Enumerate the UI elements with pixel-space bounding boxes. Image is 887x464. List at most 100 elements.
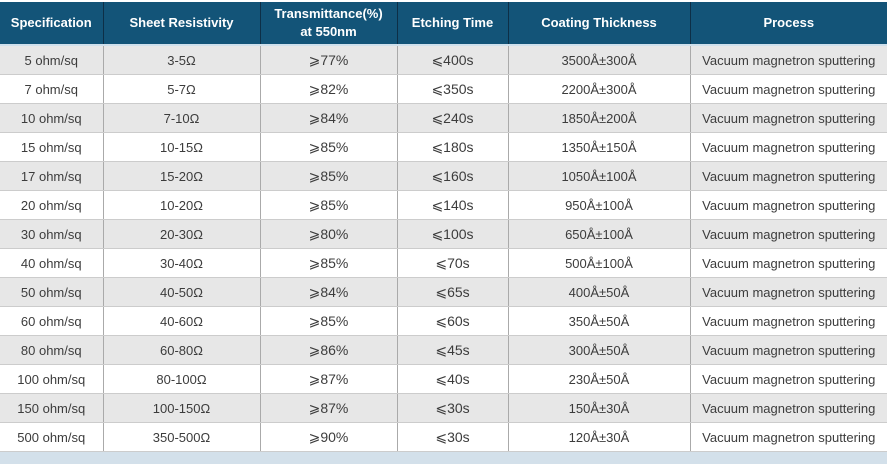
cell-transmittance: ⩾87%: [260, 364, 398, 394]
cell-transmittance: ⩾86%: [260, 335, 398, 365]
cell-sheet-resistivity: 30-40Ω: [103, 248, 261, 278]
cell-sheet-resistivity: 60-80Ω: [103, 335, 261, 365]
table-row: 20 ohm/sq 10-20Ω ⩾85% ⩽140s 950Å±100Å Vacuum …: [0, 190, 887, 220]
cell-etching-time: ⩽70s: [397, 248, 509, 278]
cell-coating-thickness: 3500Å±300Å: [508, 45, 691, 75]
table-row: 150 ohm/sq 100-150Ω ⩾87% ⩽30s 150Å±30Å Vacuum…: [0, 393, 887, 423]
cell-specification: 80 ohm/sq: [0, 335, 104, 365]
col-header-sheet-resistivity: Sheet Resistivity: [103, 2, 261, 46]
cell-process: Vacuum magnetron sputtering: [690, 393, 887, 423]
cell-etching-time: ⩽140s: [397, 190, 509, 220]
cell-sheet-resistivity: 5-7Ω: [103, 74, 261, 104]
cell-sheet-resistivity: 40-50Ω: [103, 277, 261, 307]
cell-process: Vacuum magnetron sputtering: [690, 45, 887, 75]
cell-transmittance: ⩾85%: [260, 161, 398, 191]
header-row: Specification Sheet Resistivity Transmitta…: [0, 2, 887, 46]
table-row: 60 ohm/sq 40-60Ω ⩾85% ⩽60s 350Å±50Å Vacuum ma…: [0, 306, 887, 336]
cell-coating-thickness: 350Å±50Å: [508, 306, 691, 336]
table-row: 30 ohm/sq 20-30Ω ⩾80% ⩽100s 650Å±100Å Vacuum …: [0, 219, 887, 249]
table-body: 5 ohm/sq 3-5Ω ⩾77% ⩽400s 3500Å±300Å Vacuum ma…: [0, 45, 887, 452]
cell-sheet-resistivity: 350-500Ω: [103, 422, 261, 452]
cell-coating-thickness: 650Å±100Å: [508, 219, 691, 249]
cell-sheet-resistivity: 40-60Ω: [103, 306, 261, 336]
cell-sheet-resistivity: 3-5Ω: [103, 45, 261, 75]
cell-process: Vacuum magnetron sputtering: [690, 219, 887, 249]
cell-etching-time: ⩽65s: [397, 277, 509, 307]
cell-transmittance: ⩾84%: [260, 277, 398, 307]
cell-etching-time: ⩽180s: [397, 132, 509, 162]
cell-etching-time: ⩽100s: [397, 219, 509, 249]
cell-sheet-resistivity: 7-10Ω: [103, 103, 261, 133]
col-header-coating-thickness: Coating Thickness: [508, 2, 691, 46]
cell-sheet-resistivity: 20-30Ω: [103, 219, 261, 249]
cell-specification: 40 ohm/sq: [0, 248, 104, 278]
cell-specification: 7 ohm/sq: [0, 74, 104, 104]
cell-etching-time: ⩽160s: [397, 161, 509, 191]
cell-etching-time: ⩽350s: [397, 74, 509, 104]
col-header-specification: Specification: [0, 2, 104, 46]
cell-coating-thickness: 1850Å±200Å: [508, 103, 691, 133]
cell-etching-time: ⩽240s: [397, 103, 509, 133]
cell-coating-thickness: 1050Å±100Å: [508, 161, 691, 191]
cell-etching-time: ⩽45s: [397, 335, 509, 365]
cell-coating-thickness: 150Å±30Å: [508, 393, 691, 423]
table-row: 10 ohm/sq 7-10Ω ⩾84% ⩽240s 1850Å±200Å Vacuum …: [0, 103, 887, 133]
cell-sheet-resistivity: 10-20Ω: [103, 190, 261, 220]
footer-strip: [0, 452, 887, 464]
cell-process: Vacuum magnetron sputtering: [690, 132, 887, 162]
cell-process: Vacuum magnetron sputtering: [690, 422, 887, 452]
cell-etching-time: ⩽40s: [397, 364, 509, 394]
cell-specification: 100 ohm/sq: [0, 364, 104, 394]
cell-specification: 60 ohm/sq: [0, 306, 104, 336]
cell-specification: 150 ohm/sq: [0, 393, 104, 423]
cell-specification: 17 ohm/sq: [0, 161, 104, 191]
table-row: 40 ohm/sq 30-40Ω ⩾85% ⩽70s 500Å±100Å Vacuum m…: [0, 248, 887, 278]
table-row: 5 ohm/sq 3-5Ω ⩾77% ⩽400s 3500Å±300Å Vacuum ma…: [0, 45, 887, 75]
cell-sheet-resistivity: 80-100Ω: [103, 364, 261, 394]
cell-coating-thickness: 400Å±50Å: [508, 277, 691, 307]
cell-process: Vacuum magnetron sputtering: [690, 103, 887, 133]
table-row: 80 ohm/sq 60-80Ω ⩾86% ⩽45s 300Å±50Å Vacuum ma…: [0, 335, 887, 365]
cell-process: Vacuum magnetron sputtering: [690, 277, 887, 307]
cell-process: Vacuum magnetron sputtering: [690, 335, 887, 365]
cell-transmittance: ⩾85%: [260, 132, 398, 162]
cell-coating-thickness: 950Å±100Å: [508, 190, 691, 220]
cell-transmittance: ⩾87%: [260, 393, 398, 423]
cell-process: Vacuum magnetron sputtering: [690, 74, 887, 104]
col-header-process: Process: [690, 2, 887, 46]
col-header-transmittance: Transmittance(%) at 550nm: [260, 2, 398, 46]
table-header: Specification Sheet Resistivity Transmitta…: [0, 2, 887, 46]
cell-coating-thickness: 1350Å±150Å: [508, 132, 691, 162]
ito-spec-table: Specification Sheet Resistivity Transmitta…: [0, 2, 887, 452]
table-row: 100 ohm/sq 80-100Ω ⩾87% ⩽40s 230Å±50Å Vacuum …: [0, 364, 887, 394]
cell-process: Vacuum magnetron sputtering: [690, 306, 887, 336]
cell-sheet-resistivity: 15-20Ω: [103, 161, 261, 191]
cell-coating-thickness: 2200Å±300Å: [508, 74, 691, 104]
table-row: 17 ohm/sq 15-20Ω ⩾85% ⩽160s 1050Å±100Å Vacuum…: [0, 161, 887, 191]
cell-process: Vacuum magnetron sputtering: [690, 161, 887, 191]
cell-transmittance: ⩾85%: [260, 248, 398, 278]
cell-specification: 10 ohm/sq: [0, 103, 104, 133]
cell-etching-time: ⩽30s: [397, 422, 509, 452]
cell-coating-thickness: 120Å±30Å: [508, 422, 691, 452]
table-row: 500 ohm/sq 350-500Ω ⩾90% ⩽30s 120Å±30Å Vacuum…: [0, 422, 887, 452]
cell-transmittance: ⩾85%: [260, 190, 398, 220]
cell-etching-time: ⩽60s: [397, 306, 509, 336]
cell-transmittance: ⩾80%: [260, 219, 398, 249]
cell-coating-thickness: 230Å±50Å: [508, 364, 691, 394]
table-row: 15 ohm/sq 10-15Ω ⩾85% ⩽180s 1350Å±150Å Vacuum…: [0, 132, 887, 162]
cell-process: Vacuum magnetron sputtering: [690, 364, 887, 394]
cell-transmittance: ⩾77%: [260, 45, 398, 75]
col-header-etching-time: Etching Time: [397, 2, 509, 46]
cell-etching-time: ⩽30s: [397, 393, 509, 423]
cell-transmittance: ⩾90%: [260, 422, 398, 452]
cell-specification: 5 ohm/sq: [0, 45, 104, 75]
cell-coating-thickness: 500Å±100Å: [508, 248, 691, 278]
cell-specification: 30 ohm/sq: [0, 219, 104, 249]
table-row: 7 ohm/sq 5-7Ω ⩾82% ⩽350s 2200Å±300Å Vacuum ma…: [0, 74, 887, 104]
cell-transmittance: ⩾82%: [260, 74, 398, 104]
cell-specification: 500 ohm/sq: [0, 422, 104, 452]
cell-transmittance: ⩾84%: [260, 103, 398, 133]
cell-sheet-resistivity: 10-15Ω: [103, 132, 261, 162]
